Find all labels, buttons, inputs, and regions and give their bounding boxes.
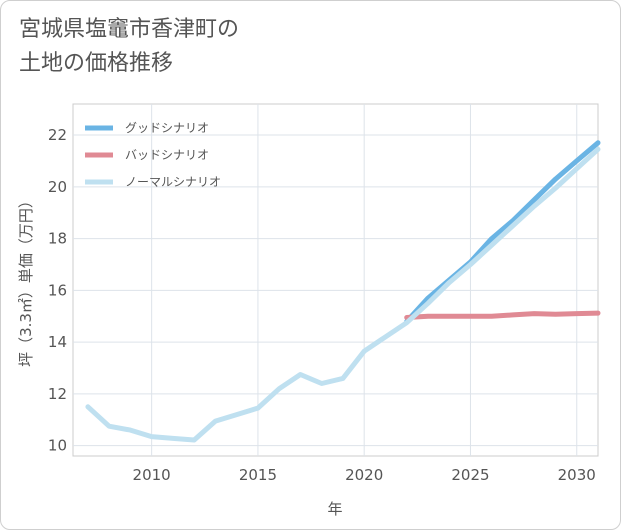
series-lines <box>85 140 601 443</box>
x-tick-label: 2010 <box>133 466 171 484</box>
chart-title: 宮城県塩竈市香津町の 土地の価格推移 <box>19 13 419 81</box>
y-axis-ticks: 10 12 14 16 18 20 22 <box>48 126 67 455</box>
y-axis-label: 坪（3.3㎡）単価（万円） <box>17 193 35 367</box>
legend-label-0: グッドシナリオ <box>125 121 209 135</box>
x-tick-label: 2030 <box>558 466 596 484</box>
plot-area <box>72 103 599 457</box>
series-line-0 <box>404 140 601 324</box>
y-tick-label: 12 <box>48 385 67 403</box>
grid <box>73 104 598 456</box>
chart-title-line-1: 宮城県塩竈市香津町の <box>19 17 240 42</box>
x-tick-label: 2020 <box>345 466 383 484</box>
x-tick-label: 2015 <box>239 466 277 484</box>
x-axis-label: 年 <box>327 500 342 518</box>
x-axis-ticks: 2010 2015 2020 2025 2030 <box>133 466 596 484</box>
series-line-2 <box>85 146 601 443</box>
series-line-1 <box>404 310 601 320</box>
x-tick-label: 2025 <box>451 466 489 484</box>
y-tick-label: 16 <box>48 281 67 299</box>
chart-title-line-2: 土地の価格推移 <box>19 51 174 76</box>
y-tick-label: 10 <box>48 437 67 455</box>
y-tick-label: 18 <box>48 230 67 248</box>
y-tick-label: 22 <box>48 126 67 144</box>
y-tick-label: 14 <box>48 333 67 351</box>
y-tick-label: 20 <box>48 178 67 196</box>
legend-label-2: ノーマルシナリオ <box>125 175 221 189</box>
legend-label-1: バッドシナリオ <box>125 148 209 162</box>
